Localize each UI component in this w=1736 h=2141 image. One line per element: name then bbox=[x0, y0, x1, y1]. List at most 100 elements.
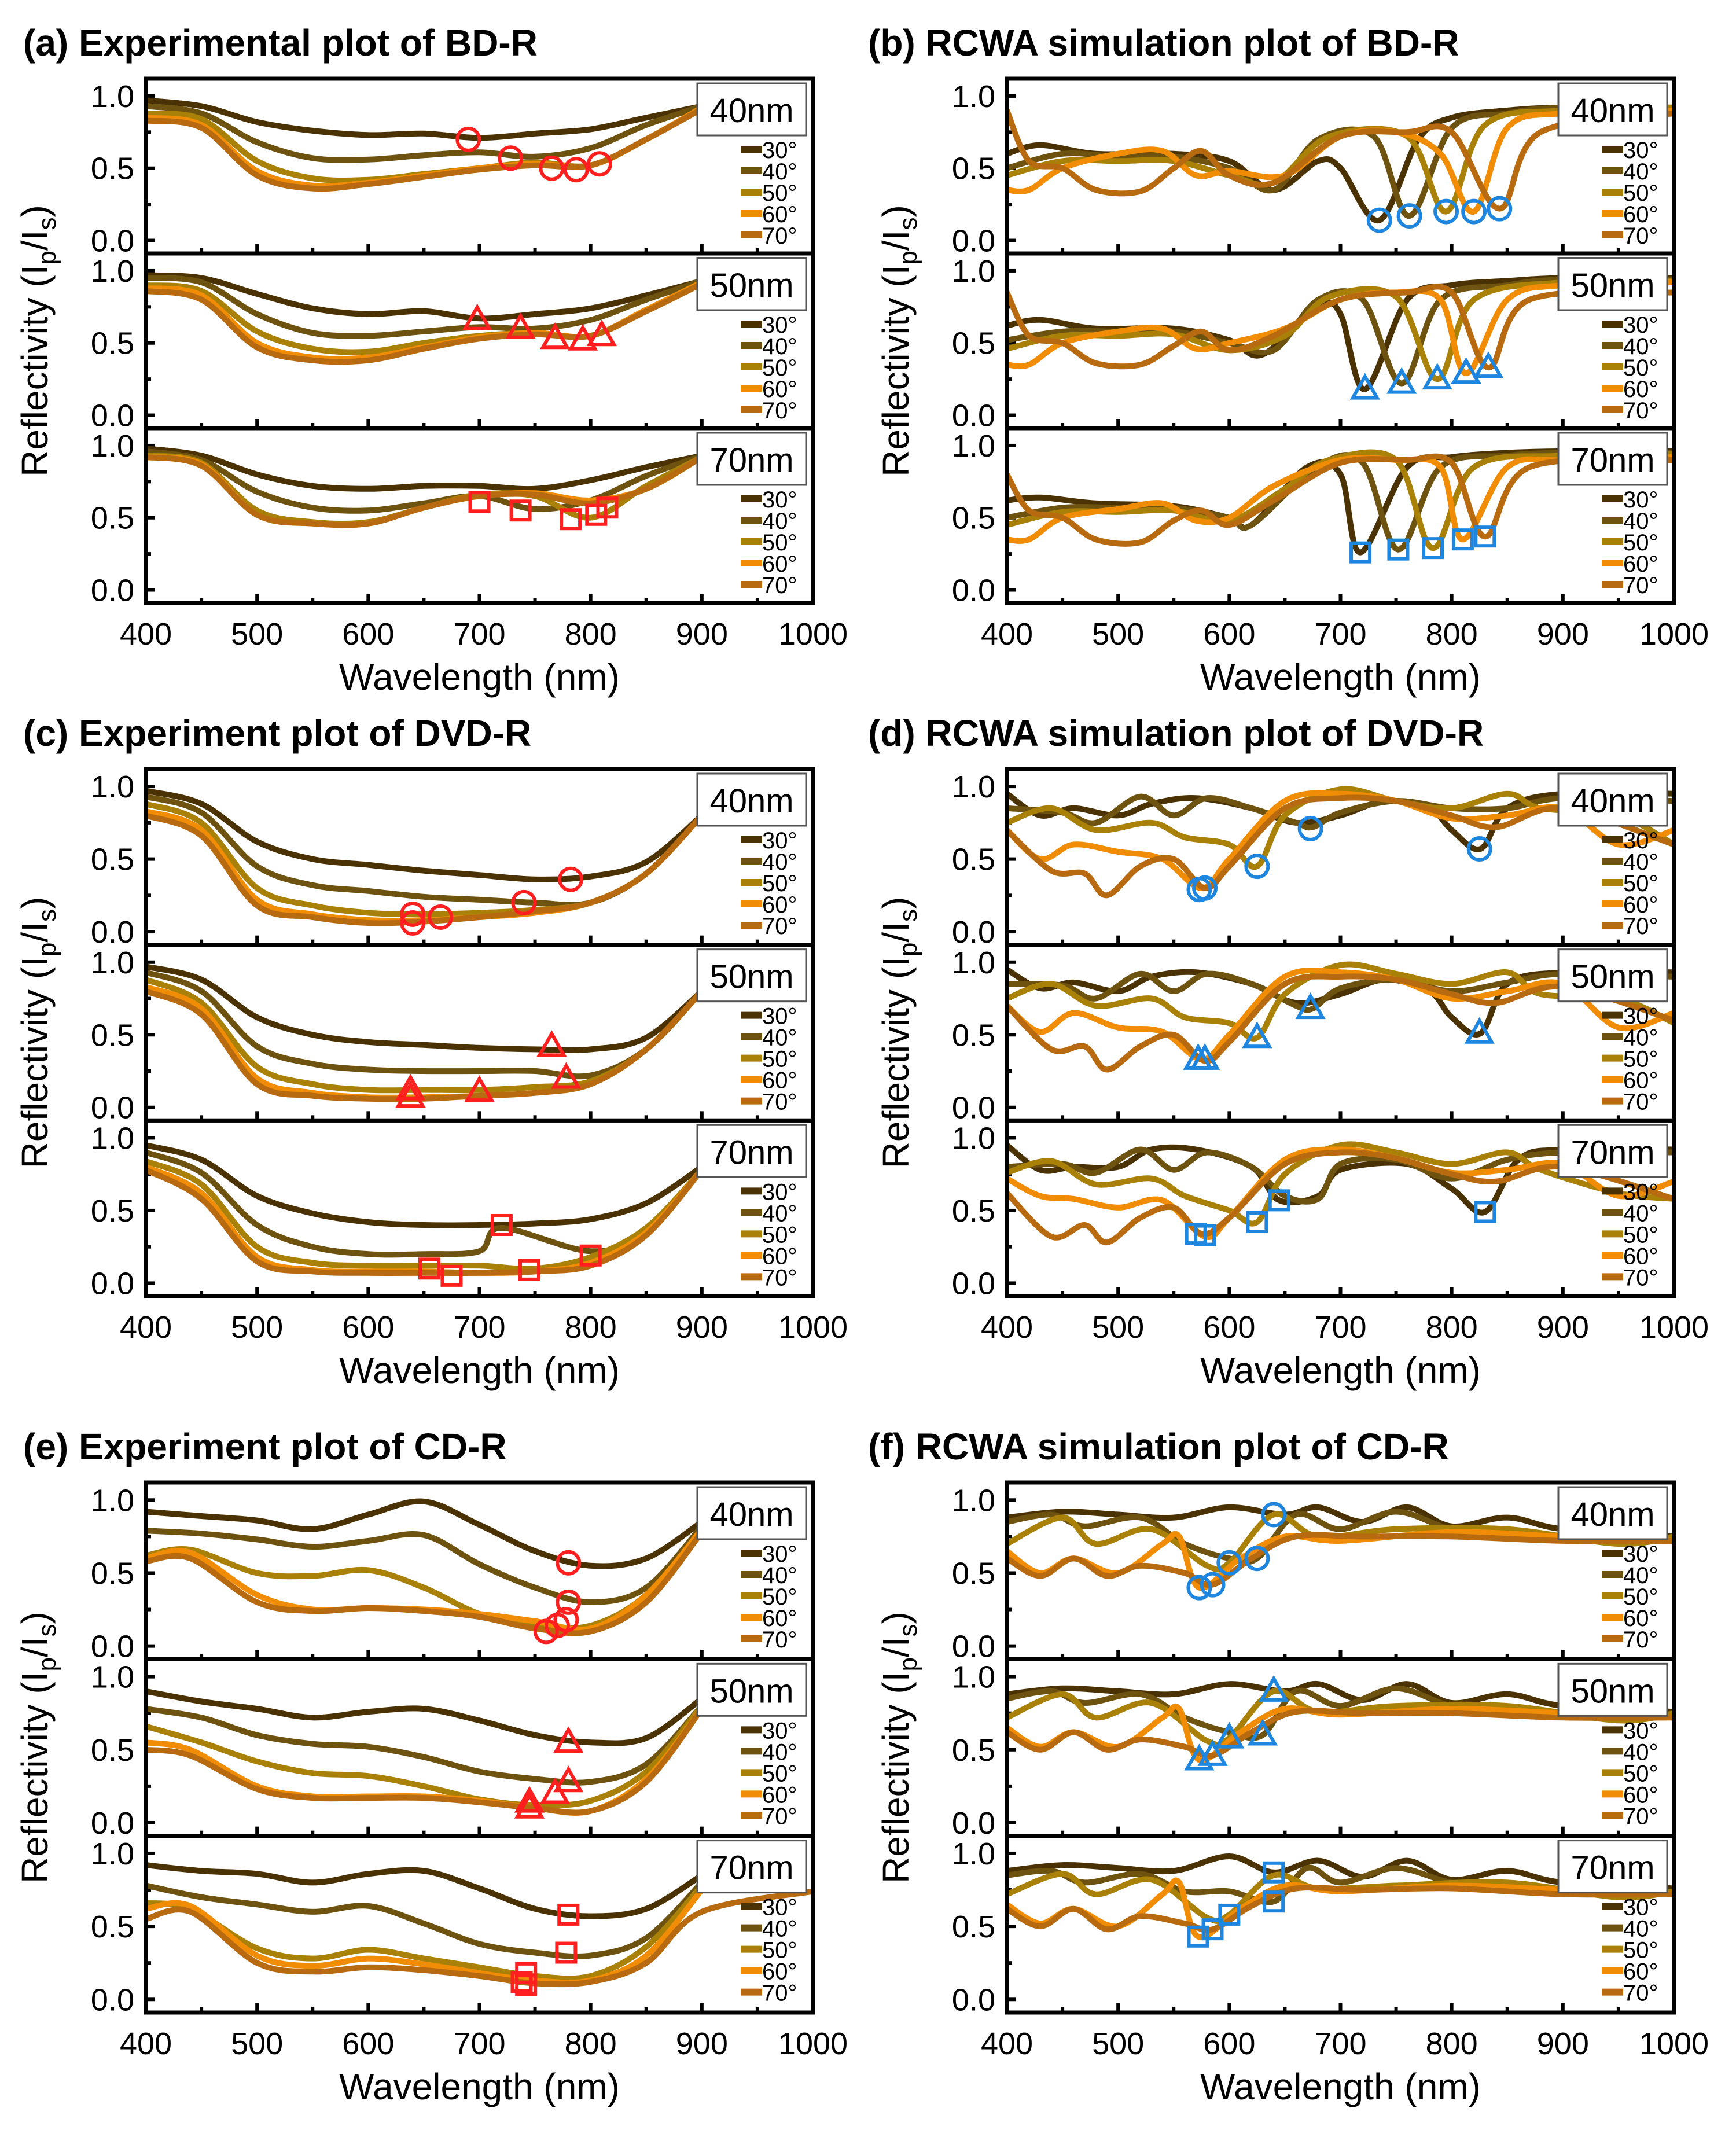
triangle-marker bbox=[1197, 1739, 1228, 1766]
thickness-tag-box bbox=[696, 948, 807, 1003]
square-marker bbox=[579, 1244, 602, 1267]
square-marker bbox=[440, 1264, 463, 1287]
y-axis-label-part: Reflectivity (I bbox=[14, 265, 56, 477]
x-tick-label: 400 bbox=[981, 2026, 1033, 2061]
y-tick-label: 1.0 bbox=[952, 429, 995, 463]
y-axis-label-part: p bbox=[33, 1657, 61, 1671]
triangle-marker bbox=[551, 1062, 582, 1089]
legend-label: 70° bbox=[1623, 573, 1658, 598]
legend-label: 30° bbox=[762, 487, 797, 513]
subplot-40nm: 0.0 0.5 1.0 40nm 30°40°50°60°70° bbox=[952, 767, 1676, 950]
y-tick-label: 0.0 bbox=[952, 1266, 995, 1301]
subplot-50nm: 0.0 0.5 1.0 50nm 30°40°50°60°70° bbox=[952, 1657, 1676, 1841]
thickness-tag-box bbox=[1557, 1486, 1668, 1540]
legend-label: 70° bbox=[762, 1804, 797, 1829]
subplot-50nm: 0.0 0.5 1.0 50nm 30°40°50°60°70° bbox=[91, 943, 815, 1125]
legend-label: 70° bbox=[762, 914, 797, 939]
circle-marker bbox=[1200, 1572, 1226, 1598]
panel-title: (b) RCWA simulation plot of BD-R bbox=[868, 22, 1459, 64]
subplot-40nm: 0.0 0.5 1.0 40nm 30°40°50°60°70° bbox=[952, 76, 1676, 259]
square-marker bbox=[1421, 537, 1444, 560]
square-marker bbox=[518, 1259, 540, 1281]
legend-label: 30° bbox=[762, 1179, 797, 1205]
y-axis-label-part: Reflectivity (I bbox=[875, 1672, 917, 1884]
series-line-50deg bbox=[146, 1703, 705, 1809]
legend-label: 70° bbox=[762, 398, 797, 424]
y-tick-label: 0.5 bbox=[952, 1733, 995, 1768]
subplot-70nm: 0.0 0.5 1.0 70nm 30°40°50°60°70° bbox=[91, 1834, 815, 2017]
legend-label: 60° bbox=[762, 1959, 797, 1985]
triangle-marker bbox=[514, 1791, 545, 1819]
triangle-marker bbox=[1295, 992, 1326, 1020]
x-tick-label: 1000 bbox=[1639, 1310, 1709, 1345]
y-tick-label: 0.5 bbox=[952, 843, 995, 877]
legend-label: 50° bbox=[1623, 530, 1658, 556]
subplot-50nm: 0.0 0.5 1.0 50nm 30°40°50°60°70° bbox=[952, 943, 1676, 1125]
legend-label: 30° bbox=[1623, 1542, 1658, 1567]
subplot-frame bbox=[144, 426, 815, 605]
legend-label: 40° bbox=[1623, 509, 1658, 534]
square-marker bbox=[1194, 1224, 1216, 1246]
subplot-40nm: 0.0 0.5 1.0 40nm 30°40°50°60°70° bbox=[91, 767, 815, 950]
x-tick-label: 900 bbox=[676, 617, 728, 652]
square-marker bbox=[1387, 538, 1410, 561]
y-tick-label: 0.5 bbox=[91, 1910, 134, 1944]
series-line-60deg bbox=[1007, 454, 1674, 544]
subplot-40nm: 0.0 0.5 1.0 40nm 30°40°50°60°70° bbox=[952, 1480, 1676, 1664]
y-axis-label-part: ) bbox=[14, 1612, 56, 1624]
square-marker bbox=[1349, 541, 1372, 564]
triangle-marker bbox=[553, 1726, 584, 1753]
legend-label: 30° bbox=[1623, 1004, 1658, 1029]
x-tick-label: 800 bbox=[1426, 2026, 1478, 2061]
y-axis-label: Reflectivity (Ip/Is) bbox=[875, 205, 922, 477]
y-tick-label: 0.0 bbox=[91, 1266, 134, 1301]
legend-label: 50° bbox=[1623, 1047, 1658, 1072]
y-axis-label-part: /I bbox=[875, 230, 917, 251]
subplot-50nm: 0.0 0.5 1.0 50nm 30°40°50°60°70° bbox=[952, 251, 1676, 433]
y-tick-label: 1.0 bbox=[91, 429, 134, 463]
y-axis-label-part: s bbox=[894, 909, 922, 922]
legend-label: 50° bbox=[1623, 1938, 1658, 1963]
triangle-marker bbox=[568, 323, 598, 351]
circle-marker bbox=[511, 889, 537, 915]
legend-label: 50° bbox=[762, 1047, 797, 1072]
y-tick-label: 0.5 bbox=[952, 1556, 995, 1591]
legend-label: 40° bbox=[1623, 1025, 1658, 1051]
y-axis-label-part: s bbox=[33, 909, 61, 922]
y-axis-label-part: Reflectivity (I bbox=[875, 265, 917, 477]
y-axis-label-part: p bbox=[894, 1657, 922, 1671]
triangle-marker bbox=[1386, 367, 1417, 394]
triangle-marker bbox=[505, 312, 536, 339]
legend-label: 50° bbox=[762, 1938, 797, 1963]
y-tick-label: 0.0 bbox=[91, 1629, 134, 1664]
legend-label: 30° bbox=[762, 138, 797, 163]
legend-label: 50° bbox=[1623, 355, 1658, 381]
x-axis-label: Wavelength (nm) bbox=[339, 1349, 620, 1391]
y-tick-label: 0.0 bbox=[91, 1982, 134, 2017]
series-line-50deg bbox=[1007, 1687, 1674, 1748]
triangle-marker bbox=[462, 303, 492, 330]
x-tick-label: 700 bbox=[1314, 617, 1366, 652]
curves bbox=[146, 445, 705, 528]
circle-marker bbox=[1261, 1502, 1287, 1528]
subplot-frame bbox=[1005, 1118, 1676, 1298]
square-marker bbox=[1187, 1925, 1209, 1948]
thickness-tag-box bbox=[696, 1486, 807, 1540]
y-tick-label: 1.0 bbox=[91, 946, 134, 980]
panel-title: (f) RCWA simulation plot of CD-R bbox=[868, 1426, 1449, 1467]
panel-title: (e) Experiment plot of CD-R bbox=[23, 1426, 507, 1467]
subplot-70nm: 0.0 0.5 1.0 70nm 30°40°50°60°70° bbox=[91, 1118, 815, 1301]
x-axis-label: Wavelength (nm) bbox=[1200, 2066, 1481, 2107]
circle-marker bbox=[1461, 198, 1487, 225]
thickness-tag: 50nm bbox=[709, 958, 793, 996]
legend-label: 60° bbox=[762, 1244, 797, 1269]
y-tick-label: 1.0 bbox=[952, 1483, 995, 1518]
thickness-tag-box bbox=[1557, 948, 1668, 1003]
legend-label: 70° bbox=[1623, 1981, 1658, 2006]
series-line-30deg bbox=[146, 788, 705, 882]
curves bbox=[146, 963, 705, 1102]
legend-label: 60° bbox=[1623, 377, 1658, 402]
series-line-60deg bbox=[146, 808, 705, 924]
square-marker bbox=[1474, 1201, 1496, 1223]
x-tick-label: 1000 bbox=[778, 2026, 848, 2061]
